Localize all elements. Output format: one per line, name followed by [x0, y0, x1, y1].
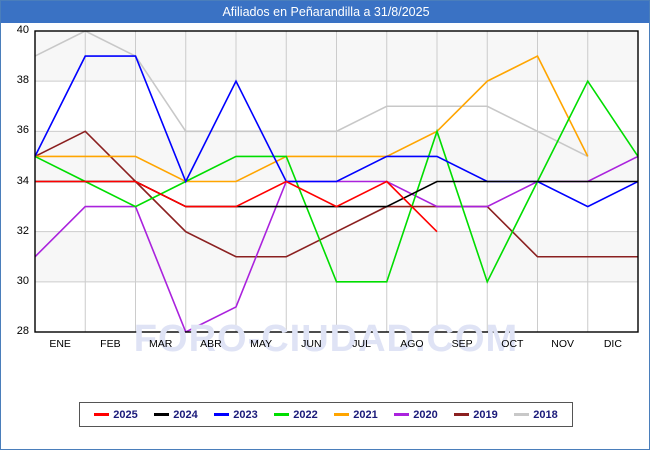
y-axis-tick-label: 30: [16, 274, 29, 287]
legend-swatch-icon: [454, 413, 470, 416]
x-axis-tick-label: JUL: [352, 338, 371, 350]
x-axis-tick-label: ABR: [200, 338, 222, 350]
legend-item-2021[interactable]: 2021: [334, 408, 378, 421]
y-axis-tick-label: 28: [16, 325, 29, 337]
legend-item-label: 2024: [173, 408, 198, 421]
legend-item-2024[interactable]: 2024: [154, 408, 198, 421]
legend-item-2019[interactable]: 2019: [454, 408, 498, 421]
x-axis-tick-label: MAY: [250, 338, 273, 350]
legend-swatch-icon: [94, 413, 110, 416]
legend-swatch-icon: [274, 413, 290, 416]
legend-item-2023[interactable]: 2023: [214, 408, 258, 421]
chart-legend: 2025 2024 2023 2022 2021 2020 2019 2018: [79, 402, 573, 427]
legend-item-label: 2018: [533, 408, 558, 421]
legend-item-label: 2021: [353, 408, 378, 421]
x-axis-tick-label: OCT: [501, 338, 524, 350]
x-axis-tick-label: FEB: [100, 338, 121, 350]
legend-item-2025[interactable]: 2025: [94, 408, 138, 421]
y-axis-tick-label: 40: [16, 24, 29, 36]
legend-swatch-icon: [154, 413, 170, 416]
legend-swatch-icon: [394, 413, 410, 416]
line-chart-svg: [34, 30, 639, 334]
y-axis-tick-label: 38: [16, 74, 29, 87]
x-axis-tick-label: NOV: [551, 338, 574, 350]
x-axis-tick-label: AGO: [400, 338, 424, 350]
legend-swatch-icon: [514, 413, 530, 416]
legend-item-label: 2019: [473, 408, 498, 421]
legend-item-label: 2022: [293, 408, 318, 421]
legend-item-2020[interactable]: 2020: [394, 408, 438, 421]
legend-item-label: 2025: [113, 408, 138, 421]
x-axis-tick-label: JUN: [301, 338, 322, 350]
legend-swatch-icon: [214, 413, 230, 416]
plot-border: [34, 30, 639, 333]
series-line-2025: [35, 180, 438, 233]
series-line-2021: [35, 55, 589, 183]
legend-item-2018[interactable]: 2018: [514, 408, 558, 421]
legend-item-label: 2023: [233, 408, 258, 421]
page-title: Afiliados en Peñarandilla a 31/8/2025: [222, 5, 430, 19]
legend-swatch-icon: [334, 413, 350, 416]
x-axis-tick-label: ENE: [49, 338, 71, 350]
window-title-bar: Afiliados en Peñarandilla a 31/8/2025: [1, 1, 649, 23]
y-axis-tick-label: 32: [16, 224, 29, 237]
x-axis-tick-label: DIC: [603, 338, 622, 350]
legend-item-2022[interactable]: 2022: [274, 408, 318, 421]
x-axis-tick-label: MAR: [148, 338, 173, 350]
chart-plot-area: FORO-CIUDAD.COM 2025 2024 2023 2022 2021 2020…: [1, 23, 649, 449]
y-axis-tick-label: 34: [16, 174, 29, 187]
x-axis-tick-label: SEP: [451, 338, 473, 350]
legend-item-label: 2020: [413, 408, 438, 421]
y-axis-tick-label: 36: [16, 124, 29, 137]
series-line-2018: [34, 30, 589, 158]
